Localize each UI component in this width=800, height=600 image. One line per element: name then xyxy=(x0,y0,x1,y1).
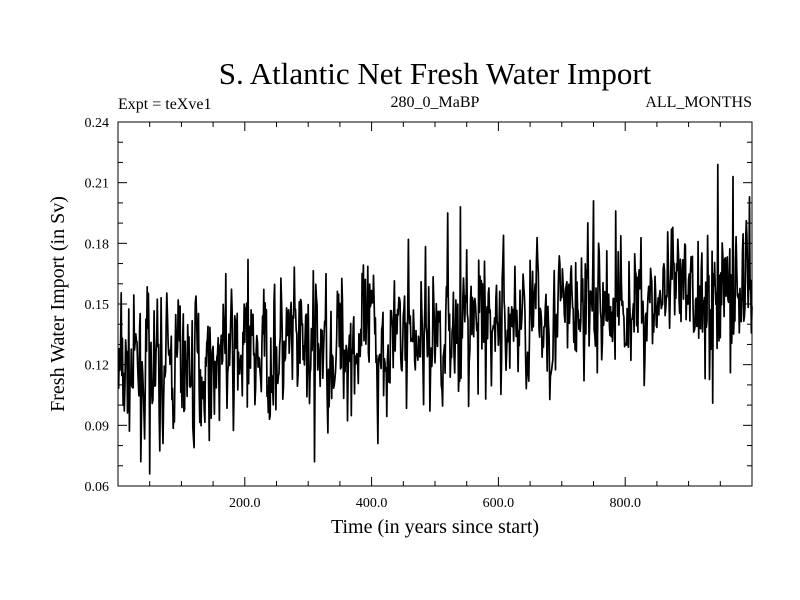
y-axis-title: Fresh Water Import (in Sv) xyxy=(47,196,69,412)
y-tick-label: 0.15 xyxy=(85,298,110,313)
chart-title: S. Atlantic Net Fresh Water Import xyxy=(219,56,652,91)
x-axis-ticks xyxy=(149,122,721,486)
x-axis-tick-labels: 200.0 400.0 600.0 800.0 xyxy=(229,496,641,511)
x-tick-label: 600.0 xyxy=(483,496,515,511)
series-line-fresh-water-import xyxy=(117,163,753,475)
y-tick-label: 0.18 xyxy=(85,237,110,252)
y-tick-label: 0.24 xyxy=(85,116,110,131)
y-tick-label: 0.21 xyxy=(85,177,110,192)
experiment-label: Expt = teXve1 xyxy=(118,96,211,113)
y-tick-label: 0.09 xyxy=(85,419,110,434)
x-tick-label: 400.0 xyxy=(356,496,388,511)
x-axis-title: Time (in years since start) xyxy=(331,516,539,538)
period-label: 280_0_MaBP xyxy=(391,94,480,111)
y-axis-tick-labels: 0.06 0.09 0.12 0.15 0.18 0.21 0.24 xyxy=(85,116,110,495)
months-label: ALL_MONTHS xyxy=(645,94,752,111)
plot-area xyxy=(117,121,753,487)
y-tick-label: 0.06 xyxy=(85,480,110,495)
x-tick-label: 200.0 xyxy=(229,496,261,511)
y-tick-label: 0.12 xyxy=(85,359,110,374)
y-axis-ticks xyxy=(118,141,752,467)
x-tick-label: 800.0 xyxy=(609,496,641,511)
